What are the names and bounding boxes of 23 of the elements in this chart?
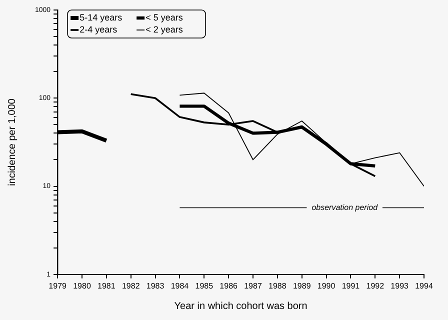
legend-label: 5-14 years [80,12,123,22]
x-tick-label: 1980 [73,281,92,290]
x-tick-label: 1992 [366,281,385,290]
x-tick-label: 1988 [268,281,287,290]
x-axis-title: Year in which cohort was born [174,300,308,312]
x-tick-label: 1989 [292,281,312,290]
x-tick-label: 1993 [390,281,410,290]
x-tick-label: 1986 [220,281,238,290]
x-tick-label: 1990 [317,281,336,290]
x-tick-label: 1994 [415,281,434,290]
legend-label: 2-4 years [80,24,118,34]
x-tick-label: 1984 [170,281,190,290]
legend-label: < 5 years [146,12,184,22]
x-tick-label: 1987 [244,281,262,290]
x-tick-label: 1979 [48,281,68,290]
x-tick-label: 1985 [195,281,214,290]
x-tick-label: 1983 [146,281,165,290]
y-axis-title: incidence per 1,000 [6,98,18,186]
x-tick-label: 1981 [98,281,116,290]
legend-label: < 2 years [146,24,184,34]
x-tick-label: 1991 [342,281,360,290]
annotation: observation period [312,203,378,212]
x-tick-label: 1982 [122,281,140,290]
